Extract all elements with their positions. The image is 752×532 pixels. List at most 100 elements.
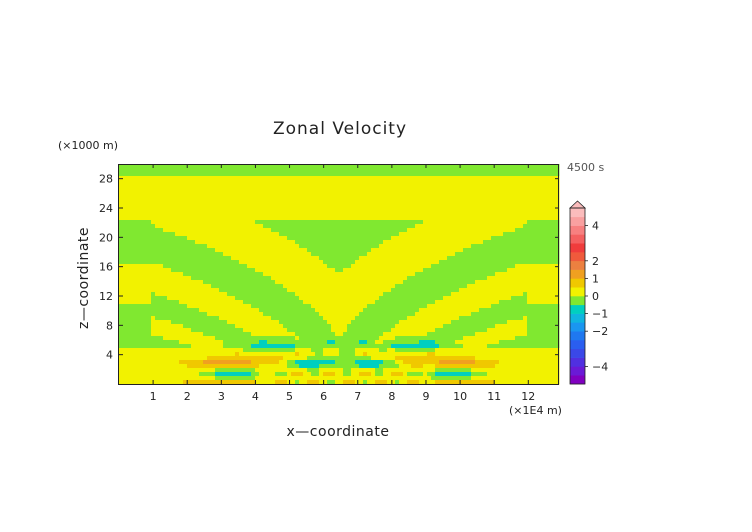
heatmap-cell [235,172,240,177]
heatmap-cell [339,336,344,341]
heatmap-cell [363,276,368,281]
heatmap-cell [155,204,160,209]
heatmap-cell [163,264,168,269]
heatmap-cell [343,324,348,329]
heatmap-cell [427,324,432,329]
heatmap-cell [167,244,172,249]
heatmap-cell [175,208,180,213]
heatmap-cell [259,324,264,329]
heatmap-cell [227,204,232,209]
heatmap-cell [439,196,444,201]
heatmap-cell [511,188,516,193]
heatmap-cell [243,232,248,237]
heatmap-cell [427,296,432,301]
heatmap-cell [351,328,356,333]
heatmap-cell [135,264,140,269]
heatmap-cell [119,328,124,333]
heatmap-cell [315,244,320,249]
heatmap-cell [243,344,248,349]
heatmap-cell [535,256,540,261]
heatmap-cell [383,244,388,249]
heatmap-cell [147,208,152,213]
heatmap-cell [203,308,208,313]
heatmap-cell [307,320,312,325]
heatmap-cell [255,288,260,293]
heatmap-cell [235,292,240,297]
heatmap-cell [523,212,528,217]
heatmap-cell [135,212,140,217]
heatmap-cell [183,336,188,341]
heatmap-cell [387,240,392,245]
heatmap-cell [383,236,388,241]
heatmap-cell [487,248,492,253]
heatmap-cell [539,292,544,297]
heatmap-cell [423,204,428,209]
heatmap-cell [491,208,496,213]
heatmap-cell [359,264,364,269]
heatmap-cell [131,332,136,337]
heatmap-cell [519,216,524,221]
heatmap-cell [499,220,504,225]
heatmap-cell [407,292,412,297]
heatmap-cell [179,316,184,321]
heatmap-cell [499,176,504,181]
heatmap-cell [343,168,348,173]
heatmap-cell [467,192,472,197]
heatmap-cell [255,260,260,265]
heatmap-cell [399,252,404,257]
heatmap-cell [283,336,288,341]
heatmap-cell [255,184,260,189]
heatmap-cell [483,312,488,317]
heatmap-cell [211,192,216,197]
heatmap-cell [479,320,484,325]
heatmap-cell [423,172,428,177]
heatmap-cell [491,248,496,253]
heatmap-cell [351,184,356,189]
heatmap-cell [371,280,376,285]
heatmap-cell [403,324,408,329]
heatmap-cell [519,252,524,257]
heatmap-cell [451,196,456,201]
heatmap-cell [195,220,200,225]
heatmap-cell [359,248,364,253]
heatmap-cell [131,304,136,309]
heatmap-cell [343,312,348,317]
heatmap-cell [539,192,544,197]
heatmap-cell [551,308,556,313]
heatmap-cell [359,260,364,265]
heatmap-cell [519,236,524,241]
heatmap-cell [427,212,432,217]
heatmap-cell [191,172,196,177]
heatmap-cell [255,340,260,345]
heatmap-cell [523,180,528,185]
heatmap-cell [211,300,216,305]
heatmap-cell [155,224,160,229]
heatmap-cell [295,184,300,189]
heatmap-cell [335,168,340,173]
heatmap-cell [255,264,260,269]
heatmap-cell [227,200,232,205]
heatmap-cell [503,300,508,305]
heatmap-cell [459,268,464,273]
heatmap-cell [227,180,232,185]
heatmap-cell [159,188,164,193]
heatmap-cell [315,336,320,341]
heatmap-cell [359,252,364,257]
heatmap-cell [247,176,252,181]
heatmap-cell [351,256,356,261]
heatmap-cell [175,176,180,181]
heatmap-cell [411,200,416,205]
heatmap-cell [391,288,396,293]
heatmap-cell [231,264,236,269]
heatmap-cell [419,268,424,273]
heatmap-cell [195,212,200,217]
heatmap-cell [199,260,204,265]
heatmap-cell [531,164,536,169]
heatmap-cell [247,316,252,321]
heatmap-cell [295,256,300,261]
heatmap-cell [363,176,368,181]
heatmap-cell [163,252,168,257]
heatmap-cell [435,312,440,317]
heatmap-cell [311,196,316,201]
